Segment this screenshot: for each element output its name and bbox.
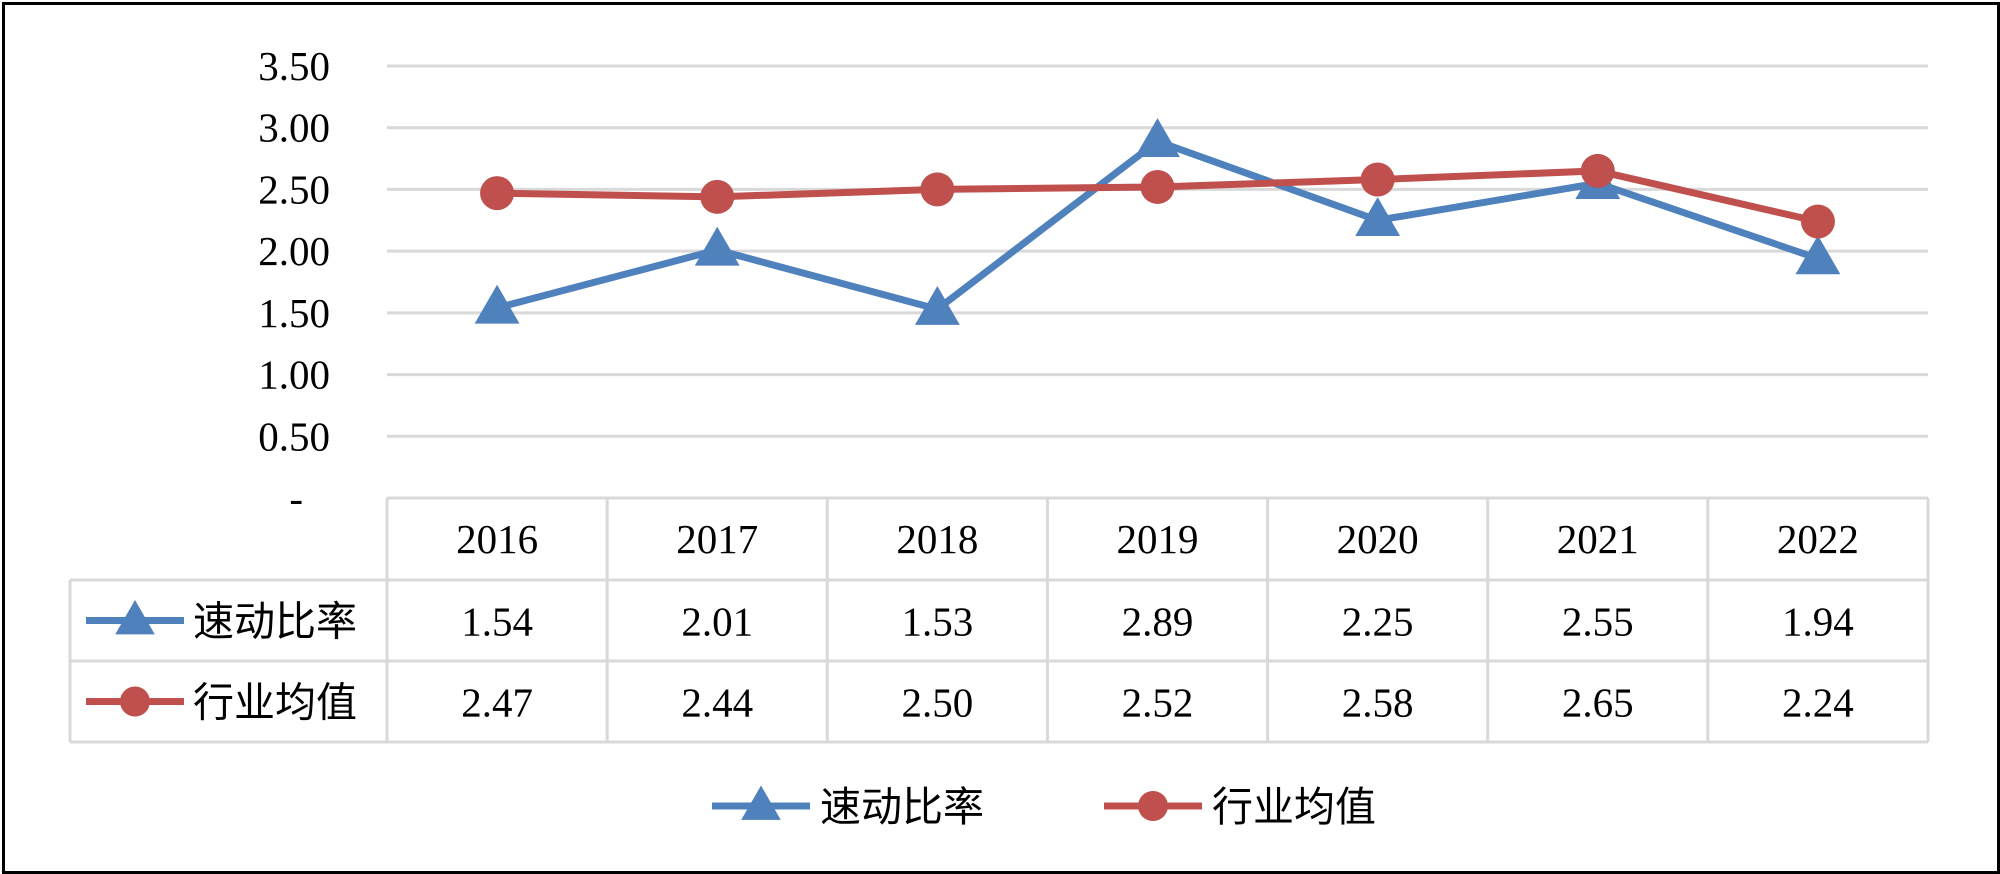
series-point-marker [474, 284, 520, 324]
series-point-marker [1138, 791, 1168, 821]
data-table-value: 2.58 [1342, 680, 1414, 726]
data-table-value: 2.50 [901, 680, 973, 726]
x-category-label: 2016 [456, 516, 538, 562]
series-point-marker [1360, 162, 1395, 197]
series-point-marker [914, 285, 960, 325]
series-point-marker [700, 179, 735, 214]
y-tick-label: - [289, 475, 303, 521]
y-tick-label: 1.00 [258, 352, 330, 398]
y-tick-label: 3.00 [258, 105, 330, 151]
x-category-label: 2022 [1777, 516, 1859, 562]
series-point-marker [120, 686, 150, 717]
data-table-value: 2.01 [681, 599, 753, 645]
data-table-value: 1.94 [1782, 599, 1854, 645]
series-point-marker [1795, 235, 1841, 275]
series-point-marker [115, 600, 155, 635]
data-table-value: 1.54 [461, 599, 533, 645]
legend-label: 行业均值 [1212, 783, 1376, 831]
y-tick-label: 0.50 [258, 413, 330, 459]
x-category-label: 2017 [676, 516, 758, 562]
data-table-value: 2.44 [681, 680, 753, 726]
series-point-marker [920, 172, 955, 207]
series-point-marker [1355, 197, 1401, 236]
series-line [496, 137, 1820, 313]
data-table-value: 2.47 [461, 680, 533, 726]
data-table-value: 2.65 [1562, 680, 1634, 726]
x-category-label: 2021 [1557, 516, 1639, 562]
y-tick-label: 2.50 [258, 166, 330, 212]
legend-label: 速动比率 [820, 783, 984, 831]
series-point-marker [1580, 153, 1615, 188]
series-point-marker [1140, 169, 1175, 204]
data-table-value: 2.89 [1122, 599, 1194, 645]
data-table-value: 2.25 [1342, 599, 1414, 645]
series-point-marker [480, 176, 515, 211]
data-table-value: 1.53 [901, 599, 973, 645]
table-series-label: 行业均值 [193, 679, 357, 727]
series-point-marker [1800, 204, 1835, 239]
series-point-marker [1135, 118, 1180, 157]
y-tick-label: 3.50 [258, 43, 330, 89]
y-tick-label: 2.00 [258, 228, 330, 274]
x-category-label: 2018 [896, 516, 978, 562]
data-table-value: 2.55 [1562, 599, 1634, 645]
data-table-value: 2.52 [1122, 680, 1194, 726]
x-category-label: 2020 [1337, 516, 1419, 562]
data-table-value: 2.24 [1782, 680, 1854, 726]
series-point-marker [694, 226, 740, 266]
series-point-marker [741, 785, 781, 820]
table-series-label: 速动比率 [193, 598, 357, 646]
y-tick-label: 1.50 [258, 290, 330, 336]
x-category-label: 2019 [1117, 516, 1199, 562]
